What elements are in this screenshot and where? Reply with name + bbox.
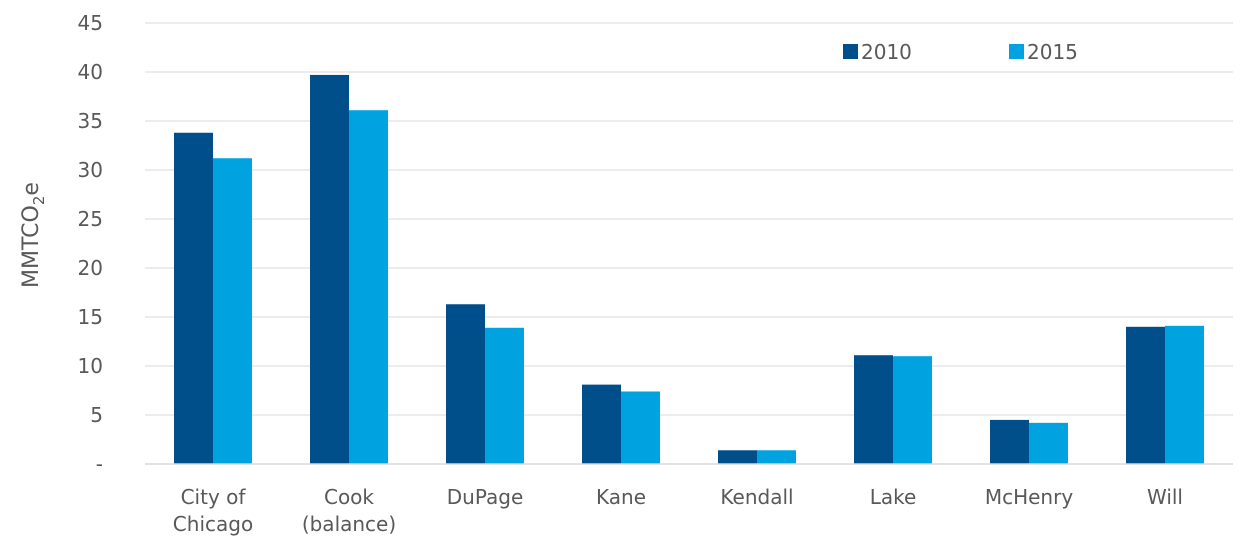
bar-2010 <box>174 132 213 464</box>
y-axis-title-suffix: e <box>19 182 44 196</box>
bar-2010 <box>718 450 757 464</box>
bar-2015 <box>213 158 252 465</box>
gridlines <box>145 22 1233 416</box>
x-tick-label-line: McHenry <box>985 485 1073 509</box>
bar-2010 <box>854 355 893 464</box>
legend-label-2010: 2010 <box>861 40 912 64</box>
x-tick-label-line: Kendall <box>720 485 793 509</box>
x-tick-label-line: Chicago <box>173 512 253 536</box>
y-tick-label: 35 <box>78 109 103 133</box>
x-tick-label: Will <box>1147 485 1183 509</box>
y-tick-label: 15 <box>78 305 103 329</box>
y-tick-label: 5 <box>90 403 103 427</box>
x-tick-label-line: DuPage <box>447 485 524 509</box>
y-tick-label: 20 <box>78 256 103 280</box>
bar-2015 <box>349 110 388 464</box>
x-tick-label: Kane <box>596 485 646 509</box>
legend-label-2015: 2015 <box>1027 40 1078 64</box>
y-axis-title-subscript: 2 <box>30 196 48 206</box>
x-tick-label-line: Cook <box>324 485 374 509</box>
y-tick-label: 25 <box>78 207 103 231</box>
axes: - 5 10 15 20 25 30 35 40 45 City of Chicago Cook (bal… <box>78 11 1233 536</box>
x-tick-label: City of Chicago <box>173 485 253 536</box>
y-tick-label: 30 <box>78 158 103 182</box>
legend-swatch-2015 <box>1009 44 1024 59</box>
x-tick-label-line: Will <box>1147 485 1183 509</box>
x-tick-label-line: City of <box>181 485 247 509</box>
bar-2010 <box>990 419 1029 464</box>
x-tick-label-line: Kane <box>596 485 646 509</box>
bar-2010 <box>582 384 621 464</box>
bar-2015 <box>485 327 524 464</box>
x-tick-label: McHenry <box>985 485 1073 509</box>
x-tick-label: Cook (balance) <box>302 485 396 536</box>
y-axis-title-main: MMTCO <box>19 205 44 288</box>
bar-2015 <box>1029 422 1068 464</box>
x-tick-label-line: (balance) <box>302 512 396 536</box>
bar-2010 <box>310 74 349 464</box>
x-tick-label: Lake <box>870 485 917 509</box>
x-tick-label-line: Lake <box>870 485 917 509</box>
bar-2010 <box>446 304 485 464</box>
x-tick-label: DuPage <box>447 485 524 509</box>
y-tick-label: - <box>96 452 103 476</box>
bar-2015 <box>757 450 796 464</box>
bar-2015 <box>1165 325 1204 464</box>
y-tick-label: 10 <box>78 354 103 378</box>
legend: 2010 2015 <box>843 40 1078 64</box>
bar-2015 <box>621 391 660 464</box>
bar-2010 <box>1126 326 1165 464</box>
legend-swatch-2010 <box>843 44 858 59</box>
y-tick-label: 40 <box>78 60 103 84</box>
y-axis-title: MMTCO2e <box>19 182 48 288</box>
y-tick-label: 45 <box>78 11 103 35</box>
bar-2015 <box>893 356 932 464</box>
x-tick-label: Kendall <box>720 485 793 509</box>
bars <box>174 74 1204 465</box>
